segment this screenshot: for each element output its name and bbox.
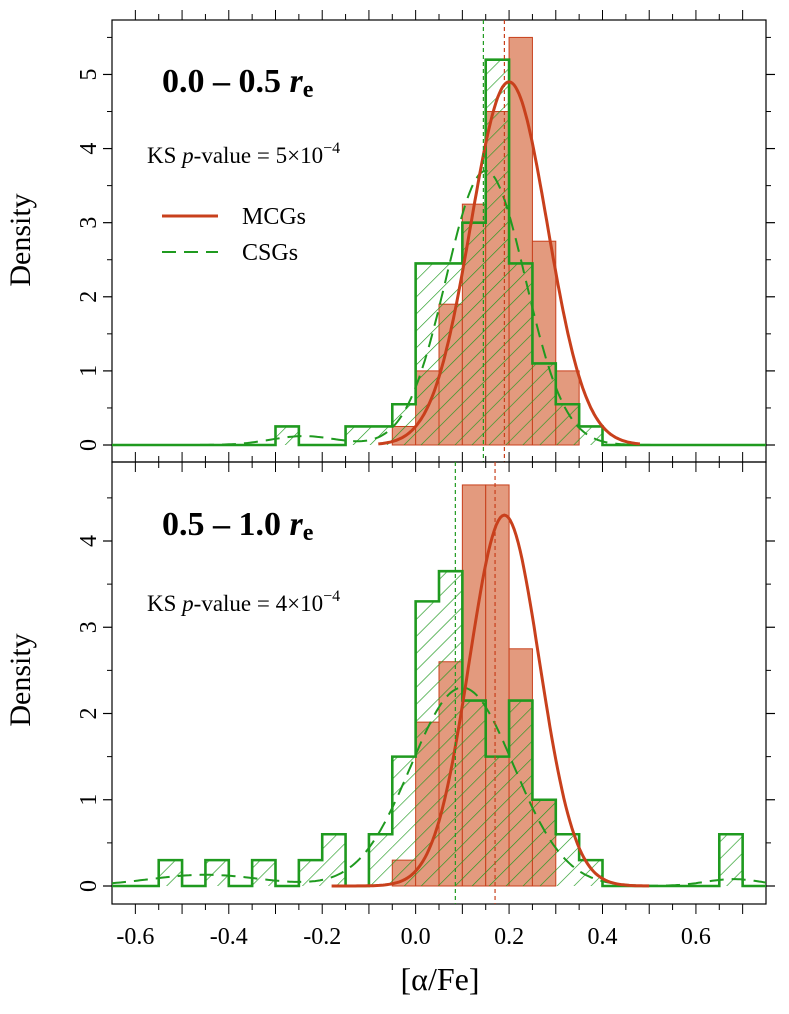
csg-bar — [252, 860, 276, 886]
y-tick-label: 2 — [76, 291, 102, 303]
y-tick-label: 1 — [76, 794, 102, 806]
x-tick-label: 0.6 — [681, 924, 711, 950]
csg-density-curve — [111, 686, 767, 887]
csg-bar — [298, 860, 323, 886]
x-axis: -0.6 -0.4 -0.2 0.0 0.2 0.4 0.6 — [116, 924, 711, 950]
csg-bar — [509, 700, 533, 886]
y-tick-label: 1 — [76, 365, 102, 377]
csg-bar — [392, 404, 416, 445]
panel-title-bottom: 0.5 – 1.0 re — [162, 506, 314, 546]
csg-bar — [555, 404, 580, 445]
legend-csg-label: CSGs — [242, 240, 298, 266]
panel-outer-radius: 0 1 2 3 4 0.5 – 1.0 re KS p-value = 4×10−4 D… — [4, 452, 775, 914]
x-axis-label: [α/Fe] — [401, 961, 480, 997]
csg-bar — [345, 426, 369, 445]
csg-bar — [275, 426, 299, 445]
csg-histogram-outline — [112, 58, 766, 447]
csg-bar — [205, 860, 229, 886]
mcg-gaussian-fit — [378, 80, 640, 446]
x-tick-label: -0.2 — [303, 924, 341, 950]
y-axis-top: 0 1 2 3 4 5 — [76, 10, 775, 472]
legend: MCGs CSGs — [162, 204, 306, 266]
y-tick-label: 0 — [76, 439, 102, 451]
csg-bar — [532, 363, 556, 445]
histogram-marks-top — [112, 20, 766, 462]
y-tick-label: 4 — [76, 535, 102, 547]
y-axis-bottom: 0 1 2 3 4 — [76, 452, 775, 914]
csg-bar — [392, 756, 416, 886]
y-axis-label-bottom: Density — [4, 633, 37, 726]
csg-bar — [322, 834, 346, 886]
ks-pvalue-top: KS p-value = 5×10−4 — [147, 140, 340, 168]
csg-bar — [368, 834, 393, 886]
x-tick-label: -0.6 — [116, 924, 154, 950]
csg-bar — [579, 860, 603, 886]
csg-bar — [439, 571, 463, 886]
ks-pvalue-bottom: KS p-value = 4×10−4 — [147, 588, 340, 616]
x-tick-label: 0.2 — [494, 924, 524, 950]
csg-bar — [485, 59, 510, 446]
histogram-marks-bottom — [111, 462, 767, 904]
mcg-gaussian-fit — [331, 513, 650, 888]
csg-bar — [579, 426, 603, 445]
csg-bar — [462, 222, 486, 445]
y-tick-label: 5 — [76, 68, 102, 80]
y-tick-label: 3 — [76, 621, 102, 633]
csg-bar — [158, 860, 183, 886]
csg-bar — [415, 263, 439, 445]
x-tick-label: 0.0 — [401, 924, 431, 950]
csg-bar — [509, 263, 533, 445]
y-tick-label: 3 — [76, 217, 102, 229]
y-axis-label-top: Density — [4, 193, 37, 286]
y-tick-label: 0 — [76, 880, 102, 892]
x-tick-label: 0.4 — [588, 924, 618, 950]
legend-mcg-label: MCGs — [242, 204, 306, 230]
y-tick-label: 2 — [76, 708, 102, 720]
x-tick-label: -0.4 — [210, 924, 248, 950]
csg-bar — [532, 799, 556, 886]
y-tick-label: 4 — [76, 143, 102, 155]
csg-bar — [415, 601, 439, 886]
csg-bar — [485, 756, 510, 886]
panel-title-top: 0.0 – 0.5 re — [162, 63, 314, 103]
csg-bar — [462, 700, 486, 886]
csg-bar — [719, 834, 743, 886]
